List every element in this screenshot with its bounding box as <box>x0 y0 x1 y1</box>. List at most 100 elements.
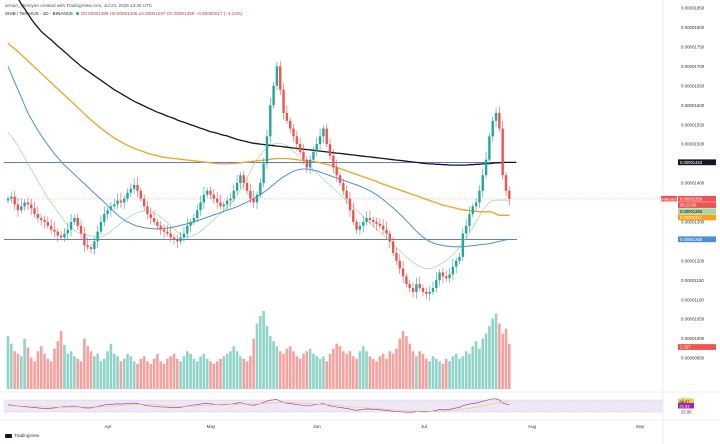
candle-body <box>215 198 219 203</box>
ma100-line <box>7 42 510 216</box>
volume-bar <box>378 356 382 389</box>
price-tick-label: 0.00001200 <box>681 258 705 263</box>
volume-bar <box>46 358 50 389</box>
volume-bar <box>239 356 242 389</box>
tradingview-brand: TradingView <box>14 433 40 438</box>
candle-body <box>345 190 348 199</box>
volume-bar <box>6 336 10 389</box>
volume-bar <box>56 341 60 389</box>
volume-bar <box>365 351 368 389</box>
volume-bar <box>73 356 76 389</box>
volume-bar <box>162 363 166 389</box>
volume-bar <box>298 358 302 389</box>
volume-bar <box>498 323 501 389</box>
candle-body <box>282 89 285 113</box>
volume-bar <box>109 343 113 389</box>
volume-bar <box>272 341 275 389</box>
volume-bar <box>348 351 352 389</box>
volume-bar <box>332 348 335 389</box>
time-axis-label: Sep <box>636 424 645 429</box>
candle-body <box>375 221 378 224</box>
candle-body <box>16 204 20 211</box>
candle-body <box>342 183 345 191</box>
volume-bar <box>448 361 451 389</box>
candle-body <box>116 200 119 205</box>
candle-body <box>368 218 372 220</box>
volume-bar <box>275 346 279 389</box>
volume-bar <box>49 361 53 389</box>
volume-bar <box>13 351 16 389</box>
symbol-label[interactable]: SHIB / TetherUS · 1D · BINANCE <box>5 11 74 16</box>
volume-bar <box>451 356 455 389</box>
volume-bar <box>458 358 461 389</box>
volume-bar <box>36 351 40 389</box>
price-tick-label: 0.00001300 <box>681 219 705 224</box>
volume-bar <box>76 358 80 389</box>
candle-body <box>415 284 418 292</box>
candle-body <box>305 159 308 168</box>
volume-bar <box>468 353 471 389</box>
volume-bar <box>335 343 338 389</box>
candle-body <box>36 214 40 218</box>
market-status-icon <box>76 12 80 16</box>
candle-body <box>378 223 382 226</box>
candle-body <box>461 233 465 257</box>
candle-body <box>435 280 438 288</box>
volume-bar <box>23 338 26 389</box>
candle-body <box>348 198 352 211</box>
price-tick-label: 0.00001750 <box>681 44 705 49</box>
price-tick-label: 0.00001500 <box>681 142 705 147</box>
price-tick-label: 0.00001100 <box>681 297 704 302</box>
volume-bar <box>368 356 372 389</box>
candle-body <box>225 200 229 205</box>
candle-body <box>126 192 129 199</box>
symbol-header[interactable]: SHIB / TetherUS · 1D · BINANCE O0.000013… <box>5 11 243 16</box>
volume-bar <box>398 338 402 389</box>
volume-bar <box>488 326 491 389</box>
price-tick-label: 0.00001600 <box>681 103 705 108</box>
volume-bar <box>96 353 99 389</box>
volume-bar <box>415 356 418 389</box>
volume-bar <box>351 356 355 389</box>
price-tick-label: 0.00001050 <box>681 317 705 322</box>
candle-body <box>96 231 99 242</box>
price-badge-label: 0.00001317 <box>680 215 703 220</box>
candle-body <box>146 206 149 215</box>
candle-body <box>312 151 315 160</box>
ohlc-values: O0.00001389 H0.00001405 L0.00001297 C0.0… <box>80 11 243 16</box>
candle-body <box>332 155 335 168</box>
price-tick-label: 0.00001550 <box>681 122 705 127</box>
volume-bar <box>63 344 66 389</box>
rsi-ma-line <box>8 401 510 412</box>
volume-bar <box>302 353 305 389</box>
time-axis-label: Aug <box>528 424 537 429</box>
candle-body <box>318 136 322 145</box>
volume-bar <box>126 353 129 389</box>
volume-bar <box>371 358 375 389</box>
candle-body <box>196 210 199 218</box>
price-tick-label: 0.00001150 <box>681 278 704 283</box>
candle-body <box>308 159 312 168</box>
volume-bar <box>388 351 392 389</box>
candle-body <box>222 204 225 207</box>
volume-bar <box>438 361 441 389</box>
volume-bar <box>434 358 438 389</box>
candle-body <box>56 231 59 236</box>
candle-body <box>405 276 408 285</box>
volume-bar <box>182 356 186 389</box>
price-badge <box>678 214 716 221</box>
volume-bar <box>212 363 216 389</box>
candle-body <box>66 229 69 234</box>
chart-credit-line: arman_shirinyan created with TradingView… <box>5 3 153 8</box>
candle-body <box>352 210 355 222</box>
volume-bar <box>328 353 332 389</box>
candle-body <box>76 218 79 226</box>
candle-body <box>464 225 468 234</box>
volume-bar <box>474 341 478 389</box>
candle-body <box>189 221 192 226</box>
volume-bar <box>99 361 103 389</box>
volume-bar <box>122 358 126 389</box>
candle-body <box>385 229 388 234</box>
candle-body <box>391 241 395 253</box>
